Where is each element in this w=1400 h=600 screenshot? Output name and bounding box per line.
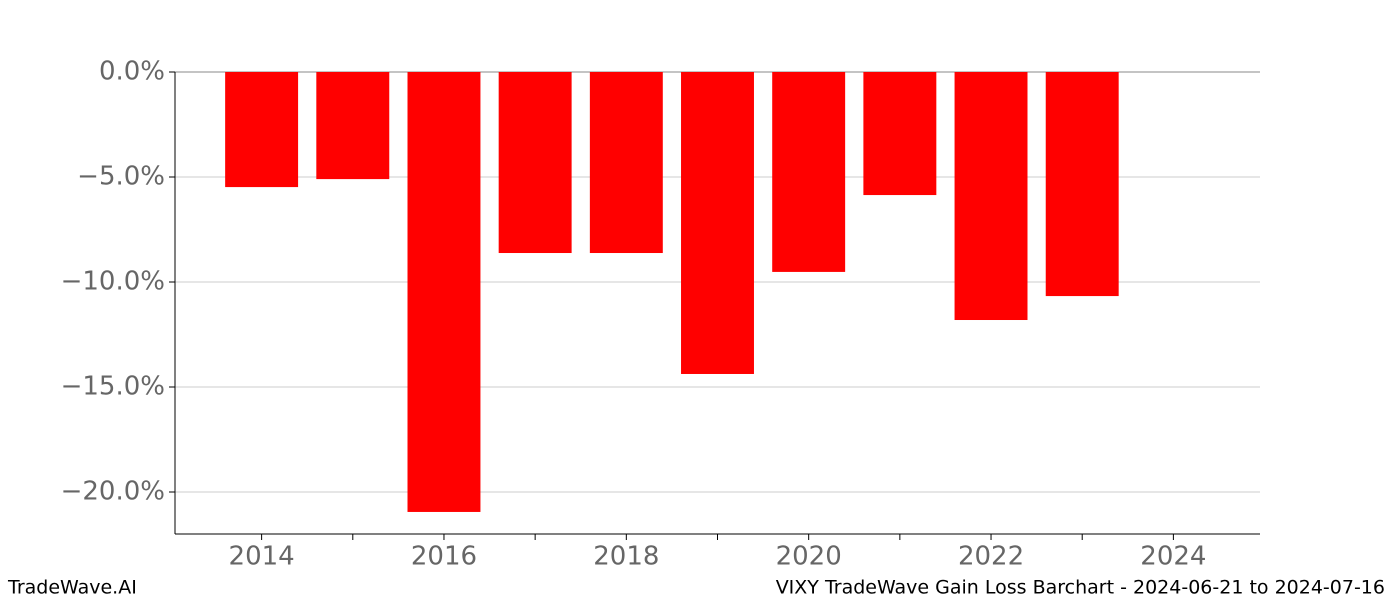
bar <box>589 72 663 254</box>
bar <box>225 72 299 188</box>
bar <box>681 72 754 374</box>
y-tick-label: −10.0% <box>61 267 165 297</box>
x-tick-label: 2018 <box>593 542 659 572</box>
brand: TradeWave.AI <box>7 577 137 599</box>
x-tick-label: 2024 <box>1140 542 1206 572</box>
bar <box>316 72 390 180</box>
x-tick-label: 2020 <box>776 542 842 572</box>
x-tick-label: 2014 <box>229 542 295 572</box>
y-tick-label: 0.0% <box>99 57 165 87</box>
chart-caption: VIXY TradeWave Gain Loss Barchart - 2024… <box>776 577 1385 599</box>
bar <box>498 72 572 254</box>
y-tick-label: −20.0% <box>61 477 165 507</box>
bar <box>954 72 1028 321</box>
bar <box>772 72 846 272</box>
bar <box>1045 72 1119 297</box>
y-tick-label: −5.0% <box>77 162 165 192</box>
y-tick-label: −15.0% <box>61 372 165 402</box>
bar <box>863 72 937 196</box>
x-tick-label: 2016 <box>411 542 477 572</box>
x-tick-label: 2022 <box>958 542 1024 572</box>
bar <box>407 72 481 512</box>
